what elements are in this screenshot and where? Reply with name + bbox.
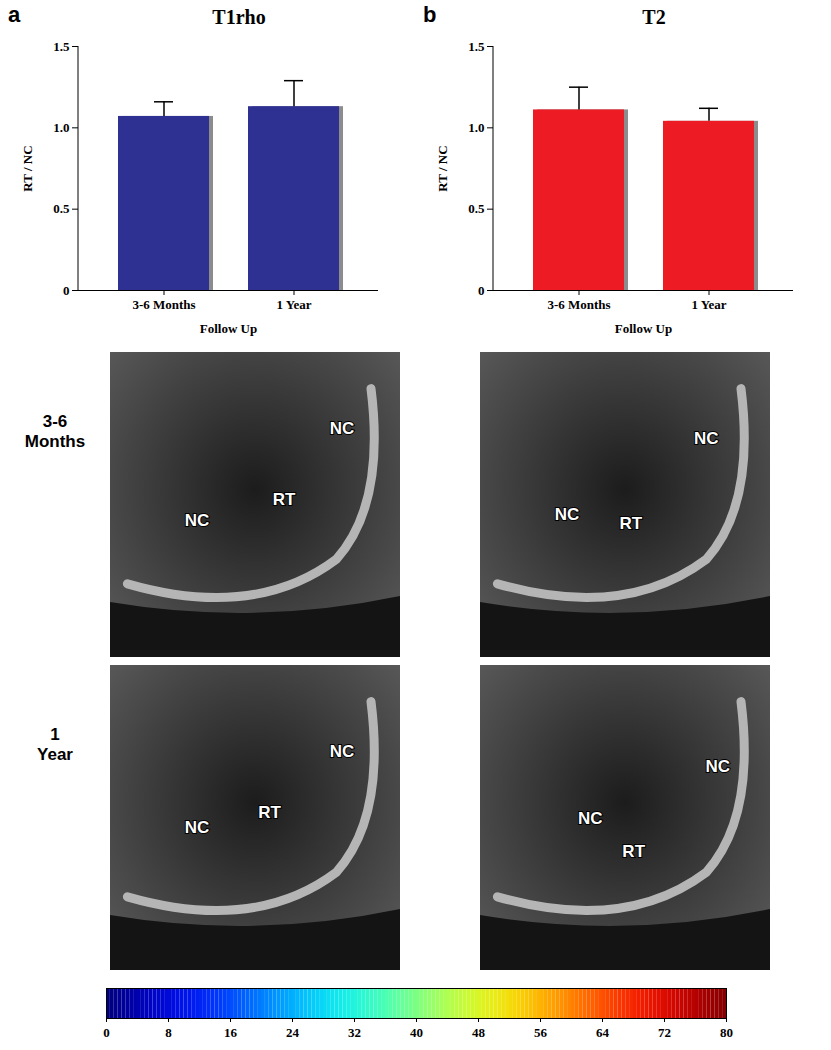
svg-text:NC: NC (706, 757, 731, 776)
svg-text:1.0: 1.0 (53, 120, 69, 135)
html-text:Year: Year (37, 744, 73, 764)
svg-text:8: 8 (165, 1025, 172, 1040)
svg-text:RT: RT (619, 514, 642, 533)
svg-text:RT: RT (273, 490, 296, 509)
html-text:T2: T2 (642, 6, 666, 28)
svg-text:48: 48 (472, 1025, 486, 1040)
svg-text:RT: RT (258, 803, 281, 822)
html-text:T1rho: T1rho (212, 6, 266, 28)
svg-text:RT / NC: RT / NC (435, 145, 450, 191)
svg-text:0.5: 0.5 (468, 201, 485, 216)
svg-text:32: 32 (348, 1025, 361, 1040)
svg-text:0: 0 (63, 283, 70, 298)
svg-text:RT: RT (622, 842, 645, 861)
svg-text:NC: NC (555, 505, 580, 524)
svg-text:Follow Up: Follow Up (615, 321, 672, 336)
svg-text:NC: NC (330, 742, 355, 761)
svg-text:0: 0 (478, 283, 485, 298)
svg-text:3-6 Months: 3-6 Months (547, 297, 610, 312)
svg-text:1 Year: 1 Year (276, 297, 311, 312)
svg-text:Follow Up: Follow Up (200, 321, 257, 336)
html-text:a: a (8, 2, 21, 27)
html-text:3-6: 3-6 (42, 412, 68, 431)
svg-text:40: 40 (410, 1025, 423, 1040)
svg-text:1.0: 1.0 (468, 120, 484, 135)
svg-text:64: 64 (596, 1025, 610, 1040)
svg-text:1.5: 1.5 (53, 39, 70, 54)
svg-text:3-6 Months: 3-6 Months (132, 297, 195, 312)
svg-text:0: 0 (103, 1025, 110, 1040)
svg-text:NC: NC (578, 809, 603, 828)
svg-text:0.5: 0.5 (53, 201, 70, 216)
svg-text:NC: NC (185, 511, 210, 530)
svg-text:NC: NC (185, 818, 210, 837)
html-text:1: 1 (50, 725, 60, 744)
svg-text:1 Year: 1 Year (691, 297, 726, 312)
svg-text:56: 56 (534, 1025, 548, 1040)
html-text:b: b (423, 2, 437, 27)
svg-text:NC: NC (330, 419, 355, 438)
svg-text:72: 72 (658, 1025, 671, 1040)
svg-text:16: 16 (224, 1025, 238, 1040)
svg-text:NC: NC (694, 429, 719, 448)
svg-text:24: 24 (286, 1025, 300, 1040)
svg-text:1.5: 1.5 (468, 39, 485, 54)
svg-text:RT / NC: RT / NC (20, 145, 35, 191)
html-text:Months: Months (24, 431, 86, 451)
svg-text:80: 80 (720, 1025, 733, 1040)
